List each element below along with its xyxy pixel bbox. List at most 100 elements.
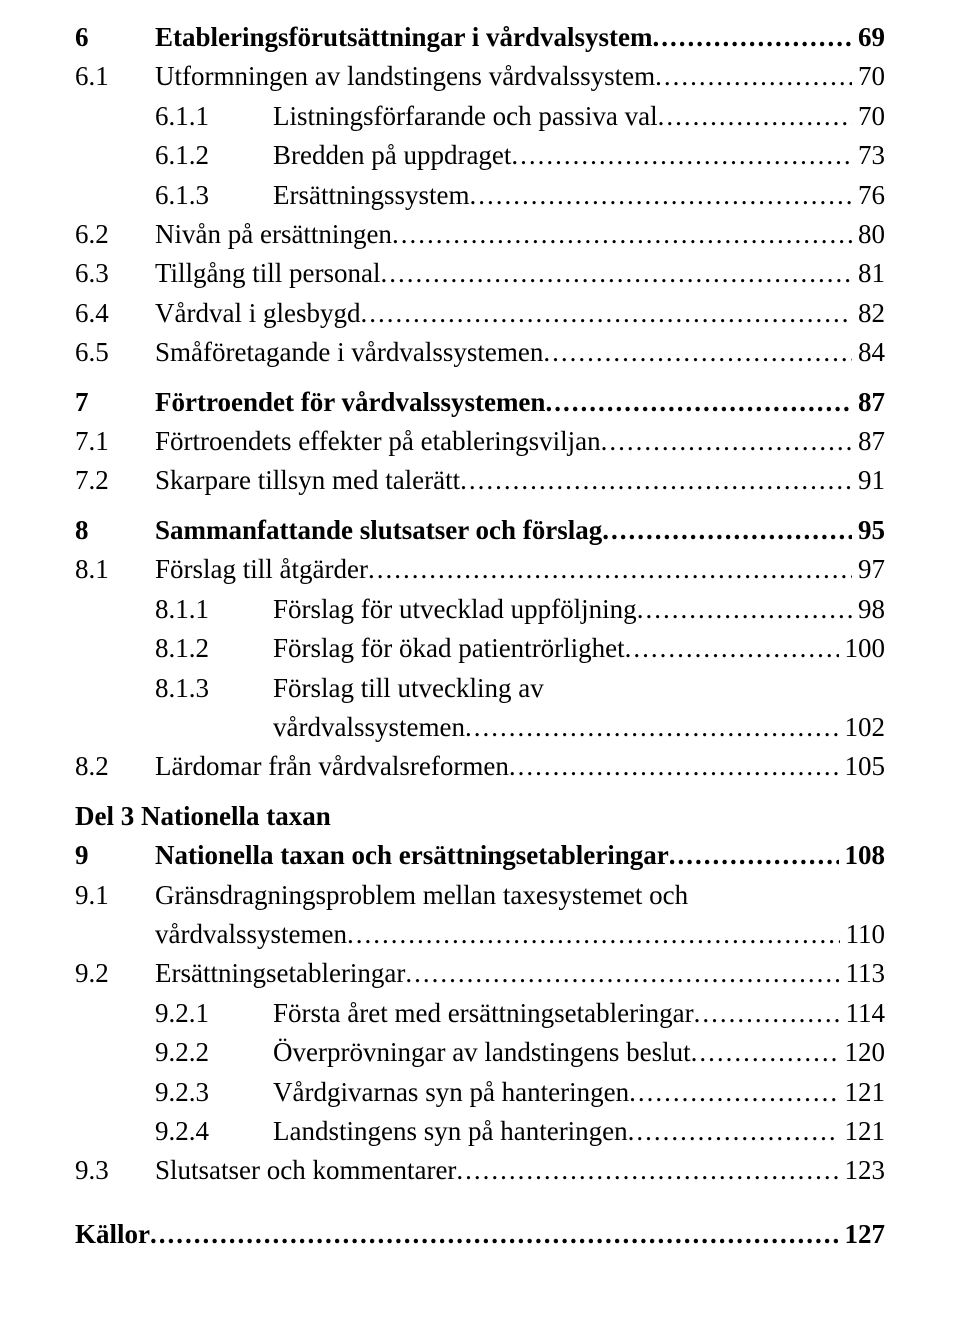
toc-row: 6.5Småföretagande i vårdvalssystemen 84	[75, 333, 885, 372]
toc-title: Förslag till utveckling av	[273, 669, 544, 708]
toc-title: Listningsförfarande och passiva val	[273, 97, 658, 136]
toc-leader	[150, 1215, 839, 1254]
toc-title: Ersättningsetableringar	[155, 954, 405, 993]
toc-number: 8.1.3	[75, 669, 273, 708]
toc-title: Förslag för ökad patientrörlighet	[273, 629, 625, 668]
toc-leader	[658, 97, 852, 136]
toc-number: 8.1.1	[75, 590, 273, 629]
toc-leader	[629, 1073, 838, 1112]
toc-title: vårdvalssystemen	[75, 708, 465, 747]
toc-leader	[655, 57, 852, 96]
toc-title: Etableringsförutsättningar i vårdvalsyst…	[155, 18, 653, 57]
toc-leader	[602, 511, 852, 550]
toc-leader	[381, 254, 852, 293]
toc-number: 6.2	[75, 215, 155, 254]
toc-row: 9.2.1Första året med ersättningsetableri…	[75, 994, 885, 1033]
toc-leader	[511, 136, 852, 175]
toc-number: 8.2	[75, 747, 155, 786]
toc-title: Slutsatser och kommentarer	[155, 1151, 456, 1190]
toc-leader	[543, 333, 852, 372]
toc-title: Tillgång till personal	[155, 254, 381, 293]
toc-title: Landstingens syn på hanteringen	[273, 1112, 628, 1151]
toc-leader	[545, 383, 852, 422]
toc-row: 9.2.4Landstingens syn på hanteringen 121	[75, 1112, 885, 1151]
toc-number: 8	[75, 511, 155, 550]
toc-row: 8.1.2Förslag för ökad patientrörlighet 1…	[75, 629, 885, 668]
toc-page: 87	[852, 383, 885, 422]
toc-leader	[669, 836, 839, 875]
toc-leader	[694, 994, 840, 1033]
toc-title: Förslag för utvecklad uppföljning	[273, 590, 637, 629]
toc-leader	[470, 176, 853, 215]
toc-title: Nivån på ersättningen	[155, 215, 392, 254]
toc-page: 97	[852, 550, 885, 589]
toc-title: Första året med ersättningsetableringar	[273, 994, 694, 1033]
toc-number: 8.1.2	[75, 629, 273, 668]
toc-page: 114	[840, 994, 886, 1033]
toc-row: 9.3Slutsatser och kommentarer 123	[75, 1151, 885, 1190]
toc-number: 9	[75, 836, 155, 875]
toc-title: Småföretagande i vårdvalssystemen	[155, 333, 543, 372]
toc-number: 9.2.1	[75, 994, 273, 1033]
toc-page: 70	[852, 97, 885, 136]
toc-row: vårdvalssystemen 102	[75, 708, 885, 747]
toc-title: vårdvalssystemen	[75, 915, 347, 954]
toc-title: Sammanfattande slutsatser och förslag	[155, 511, 602, 550]
toc-number: 9.2.4	[75, 1112, 273, 1151]
toc-leader	[691, 1033, 839, 1072]
toc-row: 7Förtroendet för vårdvalssystemen 87	[75, 383, 885, 422]
toc-leader	[368, 550, 852, 589]
toc-page: 123	[839, 1151, 886, 1190]
toc-number: 9.2.3	[75, 1073, 273, 1112]
toc-title: Förtroendets effekter på etableringsvilj…	[155, 422, 601, 461]
toc-page: 110	[840, 915, 886, 954]
toc-page: 113	[840, 954, 886, 993]
toc-row: 6.1.1Listningsförfarande och passiva val…	[75, 97, 885, 136]
toc-row: 9.2Ersättningsetableringar 113	[75, 954, 885, 993]
toc-title: Förtroendet för vårdvalssystemen	[155, 383, 545, 422]
toc-title: Överprövningar av landstingens beslut	[273, 1033, 691, 1072]
toc-number: 7.2	[75, 461, 155, 500]
toc-row: 6.1.3Ersättningssystem 76	[75, 176, 885, 215]
toc-row: 7.2Skarpare tillsyn med talerätt 91	[75, 461, 885, 500]
part-heading: Del 3 Nationella taxan	[75, 797, 885, 836]
toc-title: Lärdomar från vårdvalsreformen	[155, 747, 509, 786]
toc-number: 9.3	[75, 1151, 155, 1190]
toc-page: 105	[839, 747, 886, 786]
toc-number: 6	[75, 18, 155, 57]
toc-page: 84	[852, 333, 885, 372]
toc-number: 6.5	[75, 333, 155, 372]
toc-page: 95	[852, 511, 885, 550]
toc-leader	[653, 18, 853, 57]
toc-title: Gränsdragningsproblem mellan taxesysteme…	[155, 876, 688, 915]
toc-page: 73	[852, 136, 885, 175]
toc-page: 120	[839, 1033, 886, 1072]
toc-page: 87	[852, 422, 885, 461]
table-of-contents: 6Etableringsförutsättningar i vårdvalsys…	[75, 18, 885, 1254]
toc-number: 6.4	[75, 294, 155, 333]
toc-number: 6.1.3	[75, 176, 273, 215]
toc-number: 9.1	[75, 876, 155, 915]
toc-page: 80	[852, 215, 885, 254]
toc-title: Utformningen av landstingens vårdvalssys…	[155, 57, 655, 96]
toc-row: 9.2.2Överprövningar av landstingens besl…	[75, 1033, 885, 1072]
toc-title: Förslag till åtgärder	[155, 550, 368, 589]
toc-page: 81	[852, 254, 885, 293]
toc-leader	[628, 1112, 839, 1151]
toc-page: 70	[852, 57, 885, 96]
toc-row: 6.4Vårdval i glesbygd 82	[75, 294, 885, 333]
toc-row: 8.1.3Förslag till utveckling av	[75, 669, 885, 708]
toc-leader	[509, 747, 839, 786]
toc-title: Vårdval i glesbygd	[155, 294, 360, 333]
toc-row: 6.2Nivån på ersättningen 80	[75, 215, 885, 254]
toc-number: 6.1.2	[75, 136, 273, 175]
toc-page: 121	[839, 1112, 886, 1151]
toc-number: 7	[75, 383, 155, 422]
toc-page: 91	[852, 461, 885, 500]
toc-number: 6.1.1	[75, 97, 273, 136]
toc-row: vårdvalssystemen 110	[75, 915, 885, 954]
toc-row: 8.1.1Förslag för utvecklad uppföljning 9…	[75, 590, 885, 629]
toc-title: Nationella taxan och ersättningsetableri…	[155, 836, 669, 875]
toc-row: 8.2Lärdomar från vårdvalsreformen 105	[75, 747, 885, 786]
toc-row: 6Etableringsförutsättningar i vårdvalsys…	[75, 18, 885, 57]
